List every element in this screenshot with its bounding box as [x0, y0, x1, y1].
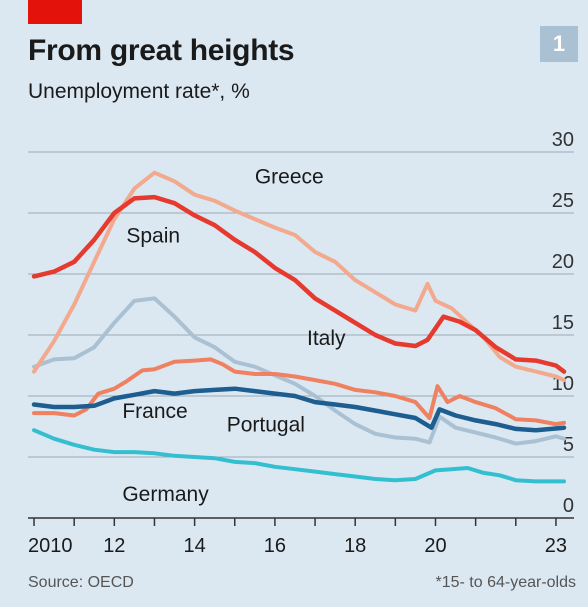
series-label-portugal: Portugal [227, 413, 305, 436]
x-tick-label-2020: 20 [424, 535, 446, 557]
series-line-italy [32, 357, 566, 427]
chart-number-badge: 1 [540, 26, 578, 62]
grid-lines [28, 151, 574, 458]
series-label-greece: Greece [255, 166, 324, 189]
series-line-portugal [32, 296, 566, 446]
series-label-italy: Italy [307, 327, 346, 350]
chart-title: From great heights [28, 34, 295, 67]
chart-subtitle: Unemployment rate*, % [28, 80, 250, 103]
y-tick-label-15: 15 [552, 312, 574, 334]
series-label-spain: Spain [126, 224, 180, 247]
series-line-spain [31, 194, 567, 374]
x-tick-label-2023: 23 [545, 535, 567, 557]
brand-red-bar [28, 0, 82, 24]
y-tick-label-30: 30 [552, 129, 574, 151]
y-tick-label-0: 0 [563, 495, 574, 517]
x-tick-label-2018: 18 [344, 535, 366, 557]
series-line-france [31, 386, 567, 433]
x-axis: 2010 12 14 16 18 20 23 [28, 517, 574, 557]
series-lines [31, 170, 567, 484]
source-note: Source: OECD [28, 574, 134, 591]
series-line-germany [32, 428, 566, 484]
series-labels: Greece Spain Italy France Portugal Germany [122, 166, 346, 506]
y-tick-label-25: 25 [552, 190, 574, 212]
series-line-greece [32, 170, 566, 383]
x-tick-label-2012: 12 [103, 535, 125, 557]
y-tick-label-5: 5 [563, 434, 574, 456]
x-tick-label-2010: 2010 [28, 535, 73, 557]
footnote: *15- to 64-year-olds [435, 574, 576, 591]
x-tick-label-2016: 16 [264, 535, 286, 557]
series-label-france: France [122, 400, 187, 423]
x-tick-label-2014: 14 [183, 535, 205, 557]
series-label-germany: Germany [122, 483, 209, 506]
y-tick-label-20: 20 [552, 251, 574, 273]
